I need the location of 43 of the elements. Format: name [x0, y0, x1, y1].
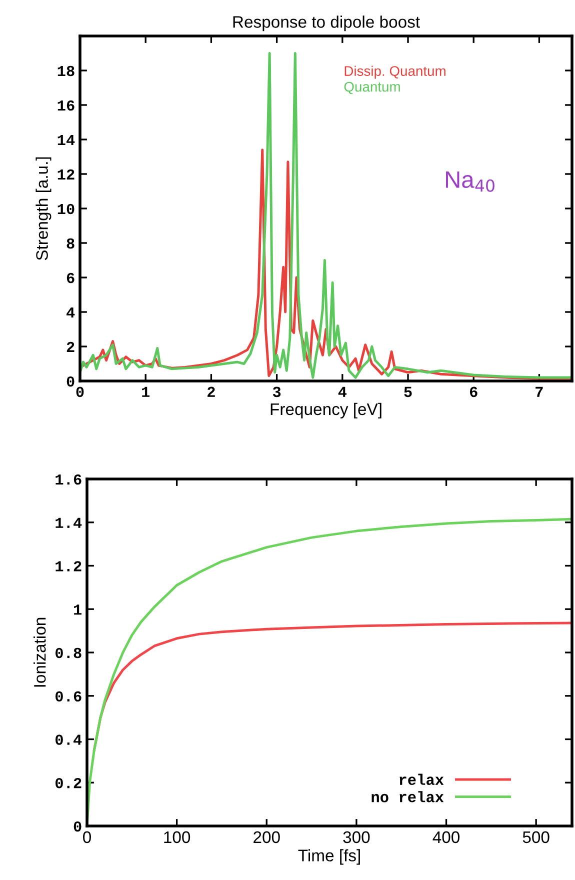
x-tick-label: 3: [272, 386, 281, 398]
y-tick-label: 14: [58, 134, 75, 146]
text: Dissip. Quantum: [344, 66, 446, 79]
chart-title: Response to dipole boost: [233, 16, 420, 32]
legend-label: no relax: [372, 791, 444, 802]
y-tick-label: 12: [58, 169, 74, 180]
x-tick-label: 2: [208, 386, 215, 397]
x-tick-label: 500: [522, 831, 550, 844]
y-axis-title: Strength [a.u.]: [36, 157, 52, 260]
y-tick-label: 6: [66, 272, 74, 284]
y-tick-label: 16: [58, 100, 74, 111]
y-tick-label: 0.2: [56, 778, 82, 788]
legend-label: relax: [400, 774, 444, 785]
x-tick-label: 0: [83, 831, 91, 844]
y-tick-label: 0.8: [56, 648, 82, 658]
y-tick-label: 2: [66, 342, 74, 352]
x-tick-label: 200: [254, 831, 280, 844]
y-tick-label: 18: [58, 66, 74, 76]
y-tick-label: 0.4: [56, 734, 82, 745]
y-tick-label: 1.6: [56, 474, 82, 485]
x-axis-title: Time [fs]: [298, 849, 360, 865]
x-tick-label: 1: [142, 386, 150, 397]
x-tick-label: 4: [338, 386, 347, 397]
x-tick-label: 300: [343, 831, 370, 844]
y-tick-label: 1.4: [56, 518, 82, 528]
y-tick-label: 0: [74, 821, 82, 832]
y-tick-label: 0: [66, 376, 74, 387]
line-series: [80, 52, 572, 379]
y-tick-label: 4: [66, 307, 75, 318]
x-tick-label: 5: [404, 386, 412, 398]
x-tick-label: 7: [536, 386, 543, 397]
y-tick-label: 8: [66, 238, 74, 249]
annotation: Na$_{40}$: [446, 172, 494, 192]
y-axis-title: Ionization: [34, 618, 46, 687]
x-tick-label: 400: [432, 831, 460, 844]
y-tick-label: 0.6: [56, 691, 82, 702]
y-tick-label: 10: [58, 204, 74, 214]
x-tick-label: 100: [164, 831, 190, 844]
x-axis-title: Frequency [eV]: [270, 402, 382, 418]
x-tick-label: 6: [470, 386, 478, 398]
text: Quantum: [344, 82, 400, 94]
y-tick-label: 1.2: [56, 561, 82, 572]
y-tick-label: 1: [74, 604, 82, 615]
